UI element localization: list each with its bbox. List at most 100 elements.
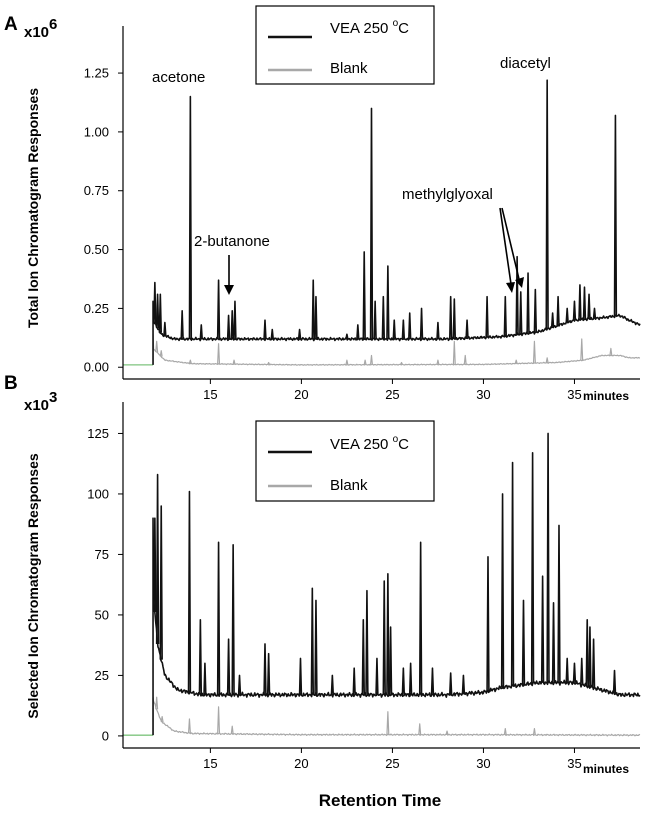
panel-a-vea-peak-36 [533,288,538,333]
panel-a-x-tick-label-2: 25 [385,387,399,402]
panel-a-vea-peak-39 [556,295,560,326]
panel-b-vea-peak-37 [557,524,561,683]
panel-b-legend: VEA 250 oC Blank [255,420,435,502]
panel-a-blank-peak-17 [609,347,613,356]
panel-b-vea-peak-16 [352,667,356,695]
panel-a-vea-peak-44 [587,293,591,319]
panel-a-vea-peak-42 [578,284,582,320]
panel-a-vea-peak-0 [153,281,157,324]
panel-b-x-tick-label-1: 20 [294,756,308,771]
panel-a-vea-peak-41 [572,300,577,321]
arrowhead-2-butanone [224,285,234,295]
panel-a-vea-peak-5 [188,95,193,339]
panel-b-y-tick-label-4: 100 [87,486,109,501]
panel-b-y-axis-label: Selected Ion Chromatogram Responses [25,453,41,719]
panel-a-y-tick-label-4: 1.00 [84,124,109,139]
panel-b-blank-peak-1 [160,715,164,723]
panel-b-vea-peak-12 [298,657,303,695]
panel-a-blank-peak-1 [159,350,163,357]
panel-b-vea-peak-8 [231,543,235,695]
panel-a-legend-label-blank: Blank [330,60,368,77]
panel-a-blank-peak-6 [345,359,349,365]
panel-a-vea-peak-26 [419,307,424,340]
panel-b-y-tick-label-0: 0 [102,728,109,743]
panel-b-vea-peak-39 [572,662,577,683]
panel-a-vea-peak-33 [515,255,519,335]
x-axis-label: Retention Time [319,791,441,810]
panel-b-vea-peak-21 [386,572,390,695]
panel-a-vea-peak-40 [565,307,569,323]
panel-b-vea-peak-25 [418,541,423,695]
panel-b-vea-peak-29 [486,556,490,692]
panel-a-plot: 0.00 0.25 0.50 0.75 1.00 1.25 15 20 25 30 35 [84,26,641,402]
panel-b-vea-peak-38 [565,657,569,683]
panel-b-blank-peak-9 [532,728,536,735]
panel-b-blank-peak-4 [230,725,234,735]
panel-a-vea-peak-38 [550,312,555,328]
panel-a-blank-peak-3 [217,343,221,365]
annotation-acetone: acetone [152,69,205,86]
panel-a-vea-peak-23 [392,319,396,340]
panel-b-blank-peak-3 [217,706,221,734]
panel-a-vea-peak-46 [613,114,618,317]
panel-b-y-tick-label-1: 25 [95,668,109,683]
panel-a-vea-peak-3 [163,321,167,336]
panel-a-vea-peak-9 [230,309,234,340]
panel-a-y-tick-label-2: 0.50 [84,242,109,257]
panel-b-vea-peak-36 [551,602,556,683]
annotation-methylglyoxal: methylglyoxal [402,186,493,203]
panel-a-x-units: minutes [583,389,629,403]
panel-b-vea-peak-7 [226,638,231,695]
panel-b-vea-peak-42 [588,626,592,687]
panel-a-blank-peak-14 [532,340,536,364]
panel-b-vea-peak-28 [461,674,466,694]
panel-b-vea-peak-10 [263,643,267,695]
arrowhead-methylglyoxal-1 [506,282,515,293]
panel-a-vea-peak-4 [180,309,184,340]
panel-a-vea-peak-18 [362,251,366,339]
panel-b-legend-box [255,420,435,502]
panel-b-vea-peak-19 [375,657,379,695]
panel-b-vea-peak-23 [401,667,406,695]
panel-a-vea-peak-6 [199,324,203,340]
panel-b-vea-peak-43 [591,638,596,688]
arrowhead-methylglyoxal-2 [515,277,524,288]
panel-a-vea-peak-43 [582,286,587,320]
panel-a-blank-peak-4 [232,359,236,365]
panel-a-vea-peak-35 [526,272,530,334]
panel-b-blank-peak-0 [155,696,159,710]
panel-a-letter: A [4,14,18,35]
panel-b-vea-peak-17 [361,618,366,695]
panel-b-series-vea-trace [152,517,641,736]
panel-a-vea-peak-2 [158,293,163,333]
panel-b-vea-peak-33 [530,452,535,684]
annotation-2-butanone: 2-butanone [194,233,270,250]
panel-a-vea-peak-15 [314,295,318,340]
panel-b-x-tick-label-2: 25 [385,756,399,771]
panel-b-vea-peak-44 [612,669,617,694]
panel-a-blank-peak-5 [267,361,271,365]
panel-a-vea-peak-17 [356,324,360,340]
panel-a-vea-peak-16 [345,333,349,340]
panel-a-vea-peak-30 [465,319,469,339]
panel-a-blank-peak-9 [400,361,403,365]
panel-a-vea-peak-31 [485,295,489,338]
panel-b-vea-peak-32 [521,599,526,685]
arrow-methylglyoxal-1 [499,207,512,285]
annotation-diacetyl: diacetyl [500,55,551,72]
panel-a-vea-peak-27 [436,321,440,340]
panel-a-blank-peak-8 [369,354,373,365]
panel-a-vea-peak-34 [519,291,523,335]
panel-b-series-blank-trace [152,696,641,737]
panel-a-y-axis-label: Total Ion Chromatogram Responses [25,88,41,328]
panel-a-blank-peak-13 [514,359,518,364]
panel-a-series-vea-trace [152,300,641,365]
panel-a: A x106 Total Ion Chromatogram Responses … [4,5,641,403]
panel-a-blank-peak-7 [363,359,367,365]
panel-b-vea-peak-40 [580,657,584,685]
panel-b-vea-peak-35 [546,432,550,683]
panel-a-vea-peak-32 [503,295,507,337]
panel-b-vea-peak-9 [237,674,242,695]
panel-b-legend-label-vea: VEA 250 oC [330,434,409,453]
